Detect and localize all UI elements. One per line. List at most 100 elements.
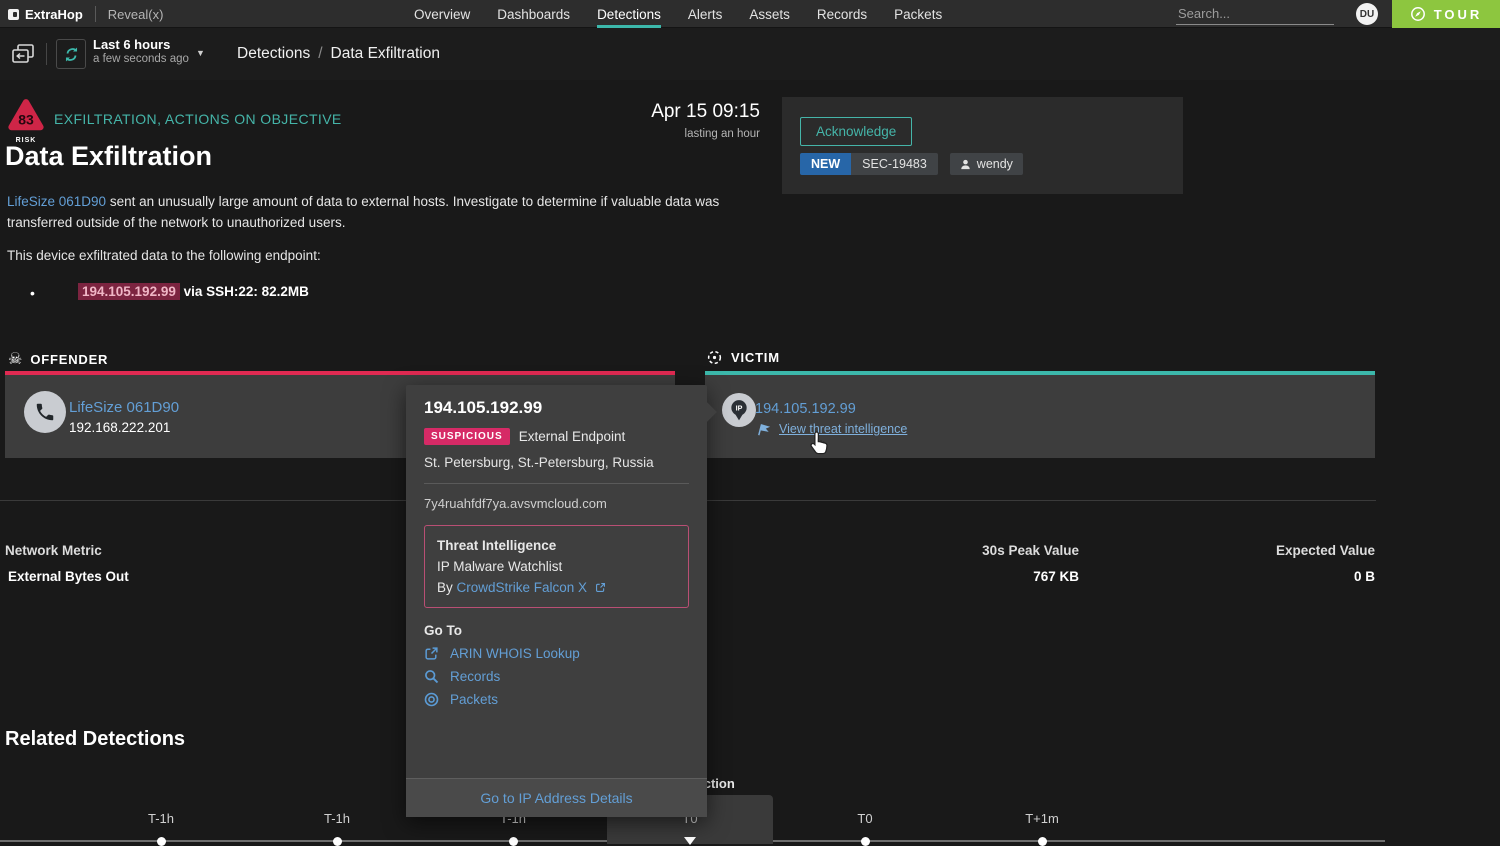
popup-body: 194.105.192.99 SUSPICIOUS External Endpo… bbox=[406, 385, 707, 707]
panels-icon[interactable] bbox=[10, 42, 36, 66]
breadcrumb-current: Data Exfiltration bbox=[330, 45, 440, 62]
threat-intel-flag-icon bbox=[758, 424, 771, 436]
hand-cursor bbox=[810, 431, 828, 455]
nav-item-alerts[interactable]: Alerts bbox=[687, 6, 723, 22]
timeline-tick-label: T-1h bbox=[147, 811, 174, 826]
assignee-badge[interactable]: wendy bbox=[949, 153, 1023, 175]
chevron-down-icon[interactable]: ▼ bbox=[196, 48, 205, 58]
phone-icon bbox=[36, 403, 54, 421]
view-threat-intelligence-link[interactable]: View threat intelligence bbox=[779, 422, 908, 436]
endpoint-bullet: 194.105.192.99 via SSH:22: 82.2MB bbox=[78, 283, 309, 300]
popup-badge-row: SUSPICIOUS External Endpoint bbox=[424, 428, 689, 445]
time-range-selector[interactable]: Last 6 hours a few seconds ago bbox=[93, 37, 189, 65]
offender-accent-bar bbox=[5, 371, 675, 375]
tour-button[interactable]: TOUR bbox=[1392, 0, 1500, 28]
acknowledge-button[interactable]: Acknowledge bbox=[800, 117, 913, 146]
timeline-dot[interactable] bbox=[1038, 837, 1047, 846]
toolbar: Last 6 hours a few seconds ago ▼ Detecti… bbox=[0, 28, 1500, 80]
detection-description: LifeSize 061D90 sent an unusually large … bbox=[7, 192, 765, 233]
goto-packets[interactable]: Packets bbox=[424, 692, 689, 707]
crowdstrike-link[interactable]: CrowdStrike Falcon X bbox=[456, 580, 588, 595]
bullet-icon: • bbox=[30, 285, 35, 301]
acknowledge-panel: Acknowledge NEW SEC-19483 wendy bbox=[782, 97, 1183, 194]
nav-item-dashboards[interactable]: Dashboards bbox=[497, 6, 571, 22]
offender-label: OFFENDER bbox=[30, 351, 109, 367]
breadcrumb-detections[interactable]: Detections bbox=[237, 45, 311, 62]
assignee-name: wendy bbox=[976, 157, 1013, 171]
external-link-icon bbox=[425, 647, 438, 660]
endpoint-ip-highlight[interactable]: 194.105.192.99 bbox=[78, 283, 180, 300]
goto-arin-label: ARIN WHOIS Lookup bbox=[450, 646, 580, 661]
hostname: 7y4ruahfdf7ya.avsvmcloud.com bbox=[424, 496, 607, 511]
endpoint-detail: via SSH:22: 82.2MB bbox=[179, 284, 309, 299]
metric-col-network: Network Metric bbox=[5, 543, 102, 558]
goto-arin-whois[interactable]: ARIN WHOIS Lookup bbox=[424, 646, 689, 661]
metric-col-peak: 30s Peak Value bbox=[982, 543, 1079, 558]
victim-label: VICTIM bbox=[731, 350, 780, 365]
breadcrumb-separator: / bbox=[318, 45, 323, 62]
compass-icon bbox=[1410, 7, 1425, 21]
status-badge: NEW bbox=[800, 153, 852, 175]
timeline-selected-marker[interactable] bbox=[684, 837, 696, 845]
threat-intel-source-row: By CrowdStrike Falcon X bbox=[437, 577, 676, 598]
ip-pin-icon: IP bbox=[731, 399, 747, 420]
goto-records-label: Records bbox=[450, 669, 501, 684]
timeline-tick-label: T+1m bbox=[1025, 811, 1059, 826]
threat-intelligence-box: Threat Intelligence IP Malware Watchlist… bbox=[424, 525, 689, 608]
timeline-tick-label: T-1h bbox=[323, 811, 350, 826]
risk-label: RISK bbox=[15, 137, 37, 144]
threat-intel-row: View threat intelligence bbox=[755, 422, 907, 436]
ip-details-popup: 194.105.192.99 SUSPICIOUS External Endpo… bbox=[406, 385, 717, 817]
nav-item-detections[interactable]: Detections bbox=[597, 0, 661, 28]
offender-device-name[interactable]: LifeSize 061D90 bbox=[69, 399, 180, 416]
go-to-ip-details-link[interactable]: Go to IP Address Details bbox=[480, 790, 633, 806]
offender-device-link[interactable]: LifeSize 061D90 bbox=[7, 194, 107, 209]
time-range-value: Last 6 hours bbox=[93, 37, 171, 52]
victim-accent-bar bbox=[705, 371, 1375, 375]
nav-right-controls: DU TOUR bbox=[1176, 0, 1500, 28]
by-prefix: By bbox=[437, 580, 457, 595]
product-name: Reveal(x) bbox=[107, 6, 164, 22]
refresh-button[interactable] bbox=[56, 39, 86, 69]
threat-intel-watchlist: IP Malware Watchlist bbox=[437, 559, 563, 574]
victim-ip-link[interactable]: 194.105.192.99 bbox=[755, 401, 856, 417]
metric-expected-value: 0 B bbox=[1353, 569, 1375, 584]
threat-intel-header: Threat Intelligence bbox=[437, 538, 557, 553]
goto-packets-label: Packets bbox=[450, 692, 499, 707]
risk-badge: 83 RISK bbox=[6, 98, 46, 144]
nav-item-packets[interactable]: Packets bbox=[894, 6, 943, 22]
nav-item-assets[interactable]: Assets bbox=[749, 6, 790, 22]
description-text: sent an unusually large amount of data t… bbox=[7, 194, 720, 230]
metric-name: External Bytes Out bbox=[8, 569, 129, 584]
toolbar-divider bbox=[46, 43, 47, 65]
search-input[interactable] bbox=[1176, 3, 1334, 25]
timeline-tick-label: T0 bbox=[857, 811, 873, 826]
timeline-dot[interactable] bbox=[861, 837, 870, 846]
crosshair-icon bbox=[707, 350, 722, 365]
endpoint-type: External Endpoint bbox=[518, 429, 626, 444]
timeline-dot[interactable] bbox=[333, 837, 342, 846]
search-icon bbox=[425, 670, 439, 684]
popup-divider bbox=[424, 483, 689, 484]
timeline-dot[interactable] bbox=[509, 837, 518, 846]
nav-item-records[interactable]: Records bbox=[816, 6, 868, 22]
user-avatar[interactable]: DU bbox=[1356, 3, 1378, 25]
related-detections-title: Related Detections bbox=[5, 728, 186, 750]
ticket-badge[interactable]: SEC-19483 bbox=[851, 153, 938, 175]
packets-target-icon bbox=[424, 692, 439, 707]
device-avatar bbox=[24, 391, 66, 433]
detection-timestamp: Apr 15 09:15 lasting an hour bbox=[520, 101, 760, 140]
badge-row: NEW SEC-19483 wendy bbox=[800, 153, 1023, 175]
extrahop-logo-icon bbox=[8, 8, 19, 20]
goto-records[interactable]: Records bbox=[424, 669, 689, 684]
popup-footer: Go to IP Address Details bbox=[406, 778, 707, 817]
suspicious-badge: SUSPICIOUS bbox=[424, 428, 510, 445]
timestamp-duration: lasting an hour bbox=[684, 128, 760, 140]
goto-header: Go To bbox=[424, 623, 462, 638]
offender-device-ip: 192.168.222.201 bbox=[69, 420, 171, 435]
nav-item-overview[interactable]: Overview bbox=[414, 6, 471, 22]
timeline-dot[interactable] bbox=[157, 837, 166, 846]
brand-divider bbox=[94, 6, 96, 22]
external-link-icon bbox=[595, 583, 605, 592]
breadcrumb: Detections / Data Exfiltration bbox=[237, 28, 440, 80]
